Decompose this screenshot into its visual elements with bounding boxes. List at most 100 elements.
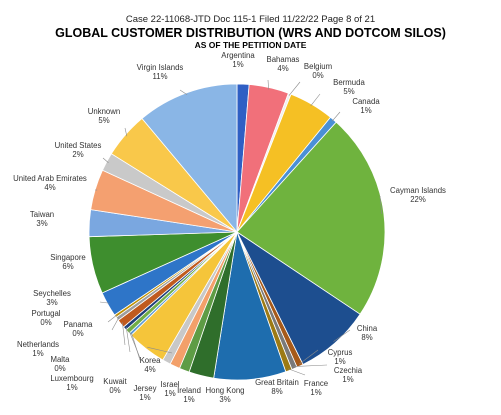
- slice-name: Unknown: [88, 107, 121, 116]
- slice-label-taiwan: Taiwan 3%: [30, 210, 54, 228]
- leader-line: [310, 93, 321, 107]
- slice-label-hong-kong: Hong Kong 3%: [205, 386, 244, 404]
- leader-line: [122, 322, 126, 346]
- slice-name: Argentina: [221, 51, 255, 60]
- slice-label-france: France 1%: [304, 379, 328, 397]
- case-line: Case 22-11068-JTD Doc 115-1 Filed 11/22/…: [125, 14, 376, 25]
- slice-percent: 1%: [32, 349, 43, 358]
- leader-line: [128, 330, 141, 359]
- slice-name: Bahamas: [267, 55, 300, 64]
- slice-name: France: [304, 379, 328, 388]
- leader-line: [102, 157, 109, 163]
- slice-name: Canada: [352, 97, 380, 106]
- slice-name: Korea: [140, 356, 161, 365]
- slice-percent: 3%: [219, 395, 230, 404]
- slice-label-korea: Korea 4%: [140, 356, 161, 374]
- slice-label-singapore: Singapore 6%: [50, 253, 86, 271]
- slice-label-cayman-islands: Cayman Islands 22%: [390, 186, 446, 204]
- page-header: Case 22-11068-JTD Doc 115-1 Filed 11/22/…: [0, 14, 501, 51]
- slice-label-luxembourg: Luxembourg 1%: [50, 374, 93, 392]
- leader-line: [333, 329, 351, 342]
- slice-percent: 0%: [40, 318, 51, 327]
- slice-percent: 0%: [54, 364, 65, 373]
- leader-line: [99, 301, 110, 304]
- slice-label-czechia: Czechia 1%: [334, 366, 363, 384]
- slice-name: Jersey: [134, 384, 157, 393]
- slice-percent: 5%: [343, 87, 354, 96]
- slice-name: United States: [55, 141, 102, 150]
- leader-line: [124, 127, 128, 137]
- slice-label-virgin-islands: Virgin Islands 11%: [137, 63, 184, 81]
- leader-line: [111, 317, 120, 331]
- slice-label-portugal: Portugal 0%: [31, 309, 60, 327]
- slice-label-united-arab-emirates: United Arab Emirates 4%: [13, 174, 87, 192]
- slice-name: Ireland: [177, 386, 201, 395]
- slice-label-china: China 8%: [357, 324, 378, 342]
- leader-line: [147, 346, 173, 354]
- slice-name: Panama: [63, 320, 93, 329]
- slice-name: Israel: [160, 380, 179, 389]
- slice-percent: 11%: [152, 72, 167, 81]
- slice-percent: 1%: [232, 60, 243, 69]
- slice-percent: 1%: [139, 393, 150, 402]
- slice-name: Cyprus: [328, 348, 353, 357]
- slice-percent: 8%: [361, 333, 372, 342]
- slice-label-jersey: Jersey 1%: [134, 384, 157, 402]
- slice-percent: 1%: [342, 375, 353, 384]
- slice-label-unknown: Unknown 5%: [88, 107, 121, 125]
- slice-name: Seychelles: [33, 289, 71, 298]
- slice-label-bahamas: Bahamas 4%: [267, 55, 300, 73]
- slice-name: Czechia: [334, 366, 363, 375]
- slice-name: Bermuda: [333, 78, 365, 87]
- leader-line: [125, 327, 131, 353]
- slice-percent: 1%: [310, 388, 321, 397]
- leader-line: [131, 332, 141, 361]
- slice-label-argentina: Argentina 1%: [221, 51, 255, 69]
- slice-name: Virgin Islands: [137, 63, 184, 72]
- slice-label-netherlands: Netherlands 1%: [17, 340, 59, 358]
- slice-percent: 1%: [66, 383, 77, 392]
- slice-name: United Arab Emirates: [13, 174, 87, 183]
- slice-percent: 4%: [277, 64, 288, 73]
- slice-label-kuwait: Kuwait 0%: [103, 377, 127, 395]
- slice-percent: 8%: [271, 387, 282, 396]
- slice-percent: 1%: [334, 357, 345, 366]
- slice-percent: 4%: [44, 183, 55, 192]
- slice-label-united-states: United States 2%: [55, 141, 102, 159]
- slice-percent: 5%: [98, 116, 109, 125]
- slice-name: Great Britain: [255, 378, 299, 387]
- leader-line: [267, 79, 269, 90]
- pie-slice-cayman-islands: [236, 121, 386, 315]
- slice-percent: 1%: [164, 389, 175, 398]
- slice-name: Malta: [50, 355, 70, 364]
- slice-percent: 1%: [360, 106, 371, 115]
- slice-name: Cayman Islands: [390, 186, 446, 195]
- slice-label-malta: Malta 0%: [50, 355, 70, 373]
- slice-label-seychelles: Seychelles 3%: [33, 289, 71, 307]
- slice-label-belgium: Belgium 0%: [304, 62, 332, 80]
- slice-name: Singapore: [50, 253, 86, 262]
- slice-name: China: [357, 324, 378, 333]
- leader-line: [107, 314, 118, 323]
- chart-subtitle: AS OF THE PETITION DATE: [194, 40, 307, 50]
- slice-label-canada: Canada 1%: [352, 97, 380, 115]
- slice-label-israel: Israel 1%: [160, 380, 179, 398]
- slice-name: Belgium: [304, 62, 332, 71]
- slice-percent: 4%: [144, 365, 155, 374]
- leader-line: [288, 81, 301, 96]
- slice-label-panama: Panama 0%: [63, 320, 93, 338]
- slice-name: Luxembourg: [50, 374, 93, 383]
- leader-line: [288, 368, 306, 376]
- slice-percent: 1%: [183, 395, 194, 404]
- slice-name: Netherlands: [17, 340, 59, 349]
- slice-percent: 6%: [62, 262, 73, 271]
- slice-percent: 0%: [312, 71, 323, 80]
- slice-percent: 0%: [72, 329, 83, 338]
- leader-line: [293, 364, 328, 367]
- pie-slice-virgin-islands: [141, 83, 238, 234]
- slice-label-ireland: Ireland 1%: [177, 386, 201, 404]
- slice-percent: 2%: [72, 150, 83, 159]
- slice-percent: 0%: [109, 386, 120, 395]
- slice-percent: 22%: [410, 195, 426, 204]
